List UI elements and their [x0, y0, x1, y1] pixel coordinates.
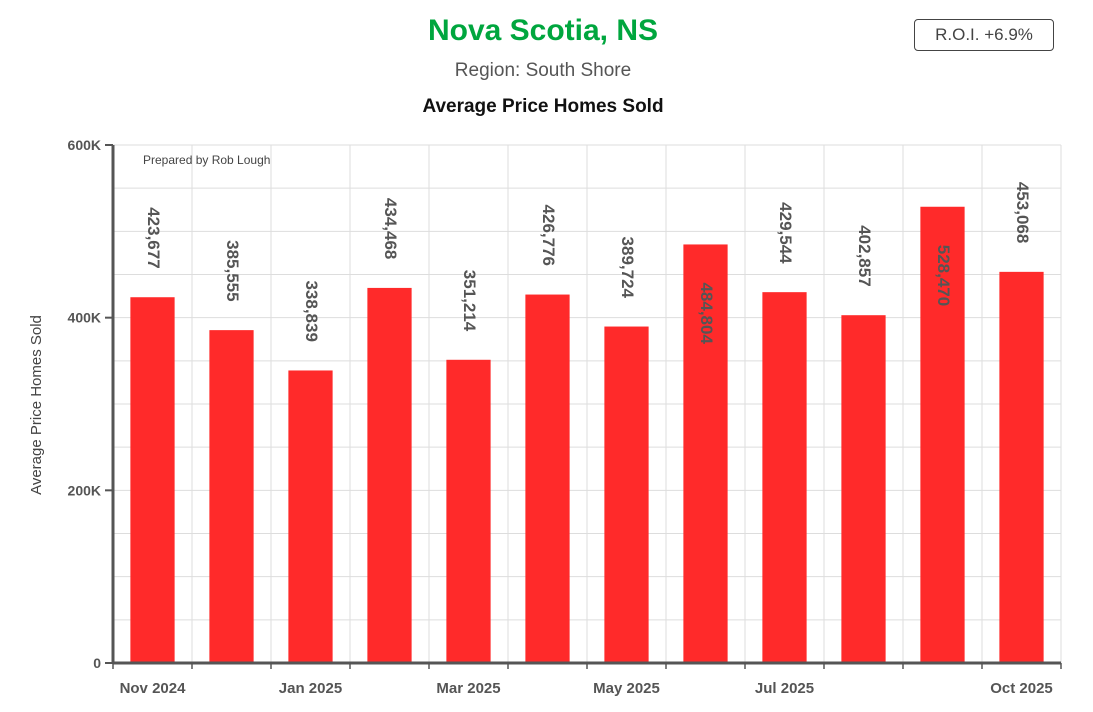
y-tick-label: 600K [68, 137, 101, 153]
bar [604, 326, 649, 663]
bar-data-label: 426,776 [539, 205, 558, 266]
y-tick-label: 200K [68, 482, 101, 498]
bar-data-label: 429,544 [776, 202, 795, 264]
bar-data-label: 423,677 [144, 207, 163, 268]
bar-data-label: 453,068 [1013, 182, 1032, 243]
bar-data-label: 338,839 [302, 280, 321, 341]
page-title: Nova Scotia, NS [427, 14, 659, 47]
axes: 0 200K 400K 600K Nov 2024 Jan 2025 Mar 2025 May… [68, 137, 1062, 697]
x-tick-label: Nov 2024 [120, 680, 187, 697]
bar-data-label: 402,857 [855, 225, 874, 286]
region-subtitle: Region: South Shore [454, 60, 632, 81]
x-tick-label: Jan 2025 [279, 680, 342, 697]
x-tick-label: Oct 2025 [990, 680, 1053, 697]
bar [999, 271, 1044, 663]
y-tick-label: 400K [68, 310, 101, 326]
y-axis-label: Average Price Homes Sold [28, 315, 45, 495]
bar-data-label: 385,555 [223, 240, 242, 301]
roi-button[interactable]: R.O.I. +6.9% [914, 19, 1054, 51]
bar [525, 294, 570, 663]
bar [762, 292, 807, 663]
x-tick-label: Jul 2025 [755, 680, 814, 697]
bar-data-label: 389,724 [618, 237, 637, 299]
grid-lines [113, 144, 1062, 664]
bar [683, 244, 728, 663]
x-tick-label: May 2025 [593, 680, 660, 697]
bar-data-label: 484,804 [697, 282, 716, 344]
data-labels: 423,677 385,555 338,839 434,468 351,214 426,7… [144, 182, 1032, 345]
bars [130, 206, 1044, 664]
bar [130, 297, 175, 663]
bar-data-label: 434,468 [381, 198, 400, 259]
bar-data-label: 528,470 [934, 245, 953, 306]
bar [288, 370, 333, 663]
bar [920, 206, 965, 664]
bar [367, 287, 412, 663]
chart-title: Average Price Homes Sold [422, 96, 664, 117]
x-tick-label: Mar 2025 [436, 680, 500, 697]
y-tick-label: 0 [93, 655, 101, 671]
prepared-by-annotation: Prepared by Rob Lough [143, 153, 270, 167]
bar [841, 315, 886, 663]
bar [446, 359, 491, 663]
bar [209, 330, 254, 663]
bar-data-label: 351,214 [460, 270, 479, 332]
